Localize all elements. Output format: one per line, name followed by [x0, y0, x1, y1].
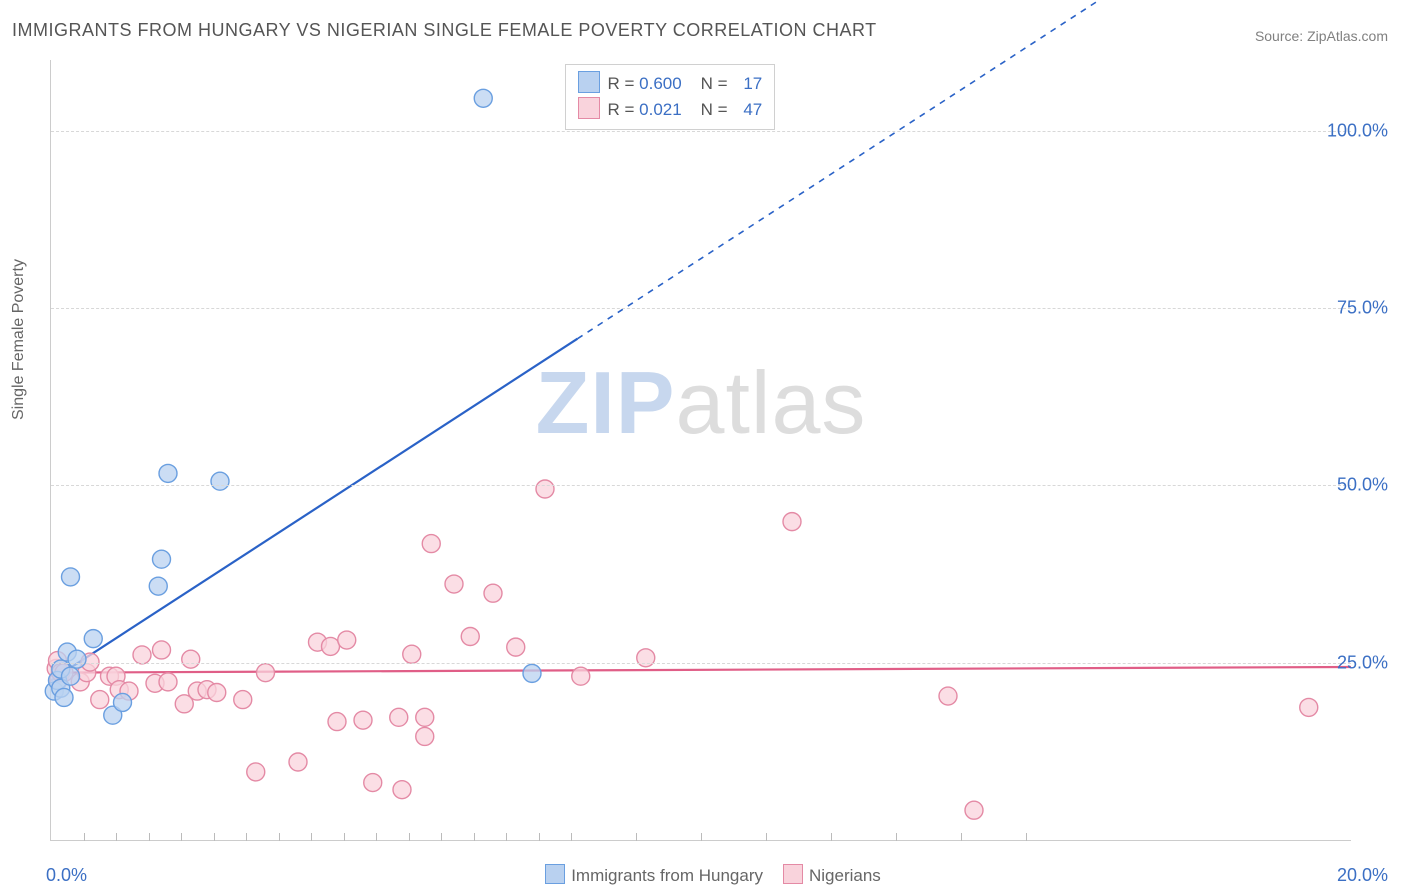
source-attribution: Source: ZipAtlas.com: [1255, 28, 1388, 44]
x-tick: [896, 833, 897, 841]
y-axis-label: Single Female Poverty: [10, 259, 28, 420]
chart-title: IMMIGRANTS FROM HUNGARY VS NIGERIAN SING…: [12, 20, 877, 41]
chart-svg: [51, 60, 1351, 840]
x-tick: [181, 833, 182, 841]
x-tick: [409, 833, 410, 841]
x-tick: [506, 833, 507, 841]
gridline-h: [51, 485, 1351, 486]
correlation-legend: R = 0.600 N = 17R = 0.021 N = 47: [565, 64, 776, 130]
x-tick: [539, 833, 540, 841]
hungary-legend-label: Immigrants from Hungary: [571, 866, 763, 885]
x-tick: [701, 833, 702, 841]
x-tick: [376, 833, 377, 841]
gridline-h: [51, 308, 1351, 309]
y-tick-label: 25.0%: [1337, 652, 1388, 673]
nigerian-swatch: [783, 864, 803, 884]
x-tick: [571, 833, 572, 841]
y-tick-label: 100.0%: [1327, 120, 1388, 141]
series-legend: Immigrants from Hungary Nigerians: [0, 864, 1406, 886]
x-tick: [246, 833, 247, 841]
hungary-swatch: [545, 864, 565, 884]
x-tick: [831, 833, 832, 841]
gridline-h: [51, 663, 1351, 664]
legend-row-nigerian: R = 0.021 N = 47: [578, 97, 763, 123]
x-tick: [766, 833, 767, 841]
y-tick-label: 75.0%: [1337, 298, 1388, 319]
x-tick: [636, 833, 637, 841]
nigerian-legend-label: Nigerians: [809, 866, 881, 885]
x-tick: [311, 833, 312, 841]
x-tick: [441, 833, 442, 841]
gridline-h: [51, 131, 1351, 132]
legend-row-hungary: R = 0.600 N = 17: [578, 71, 763, 97]
x-tick: [149, 833, 150, 841]
x-tick: [961, 833, 962, 841]
x-tick: [116, 833, 117, 841]
y-tick-label: 50.0%: [1337, 475, 1388, 496]
chart-plot-area: ZIPatlas R = 0.600 N = 17R = 0.021 N = 4…: [50, 60, 1351, 841]
x-tick: [214, 833, 215, 841]
x-tick: [84, 833, 85, 841]
x-tick: [474, 833, 475, 841]
x-tick: [279, 833, 280, 841]
x-tick: [344, 833, 345, 841]
x-tick: [1026, 833, 1027, 841]
